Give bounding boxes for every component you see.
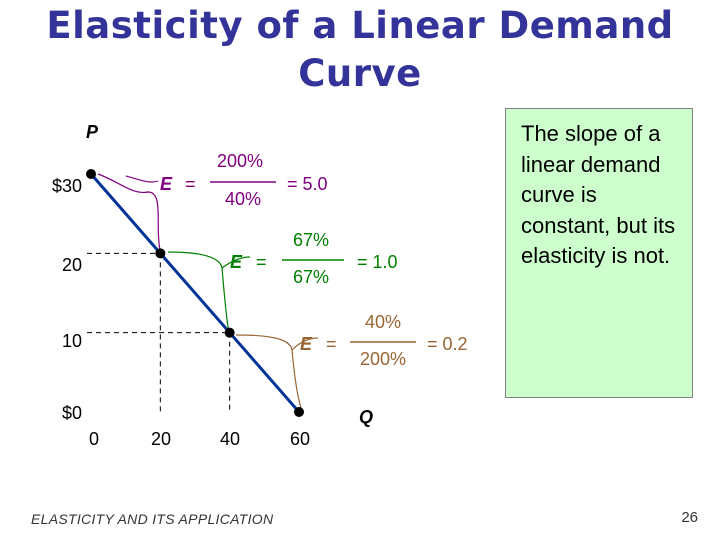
equals-sign: =	[326, 334, 337, 354]
data-point	[155, 248, 166, 259]
numerator: 67%	[293, 230, 329, 250]
numerator: 200%	[217, 151, 263, 171]
brace-line	[221, 256, 251, 269]
data-points	[86, 169, 304, 417]
brace-line	[125, 175, 159, 183]
brace-line	[291, 337, 319, 351]
demand-curve	[89, 173, 301, 413]
numerator: 40%	[365, 312, 401, 332]
y-tick-label: $0	[62, 403, 82, 423]
elasticity-result: = 5.0	[287, 174, 328, 194]
x-tick-label: 40	[220, 429, 240, 449]
guide-lines	[87, 252, 231, 412]
data-point	[86, 169, 96, 179]
y-axis-label: P	[86, 122, 99, 142]
equals-sign: =	[185, 174, 196, 194]
elasticity-symbol: E	[300, 334, 313, 354]
elasticity-result: = 1.0	[357, 252, 398, 272]
brace-lines	[97, 173, 319, 409]
brace-line	[235, 334, 302, 409]
explanation-note: The slope of a linear demand curve is co…	[505, 108, 693, 398]
elasticity-symbol: E	[230, 252, 243, 272]
denominator: 67%	[293, 267, 329, 287]
denominator: 200%	[360, 349, 406, 369]
elasticity-annotation: E = 67% 67% = 1.0	[230, 230, 398, 287]
x-axis-label: Q	[359, 407, 373, 427]
page-title: Elasticity of a Linear Demand Curve	[46, 4, 674, 95]
y-tick-label: 20	[62, 255, 82, 275]
page-number: 26	[681, 509, 698, 526]
denominator: 40%	[225, 189, 261, 209]
equals-sign: =	[256, 252, 267, 272]
x-tick-label: 60	[290, 429, 310, 449]
brace-line	[97, 173, 161, 251]
x-tick-label: 20	[151, 429, 171, 449]
x-tick-label: 0	[89, 429, 99, 449]
data-point	[224, 327, 235, 338]
elasticity-symbol: E	[160, 174, 173, 194]
elasticity-annotation: E = 200% 40% = 5.0	[160, 151, 328, 209]
demand-line	[89, 173, 301, 413]
footer-text: ELASTICITY AND ITS APPLICATION	[31, 511, 274, 527]
elasticity-result: = 0.2	[427, 334, 468, 354]
y-tick-label: $30	[52, 176, 82, 196]
y-tick-label: 10	[62, 331, 82, 351]
elasticity-annotation: E = 40% 200% = 0.2	[300, 312, 468, 369]
data-point	[294, 407, 304, 417]
